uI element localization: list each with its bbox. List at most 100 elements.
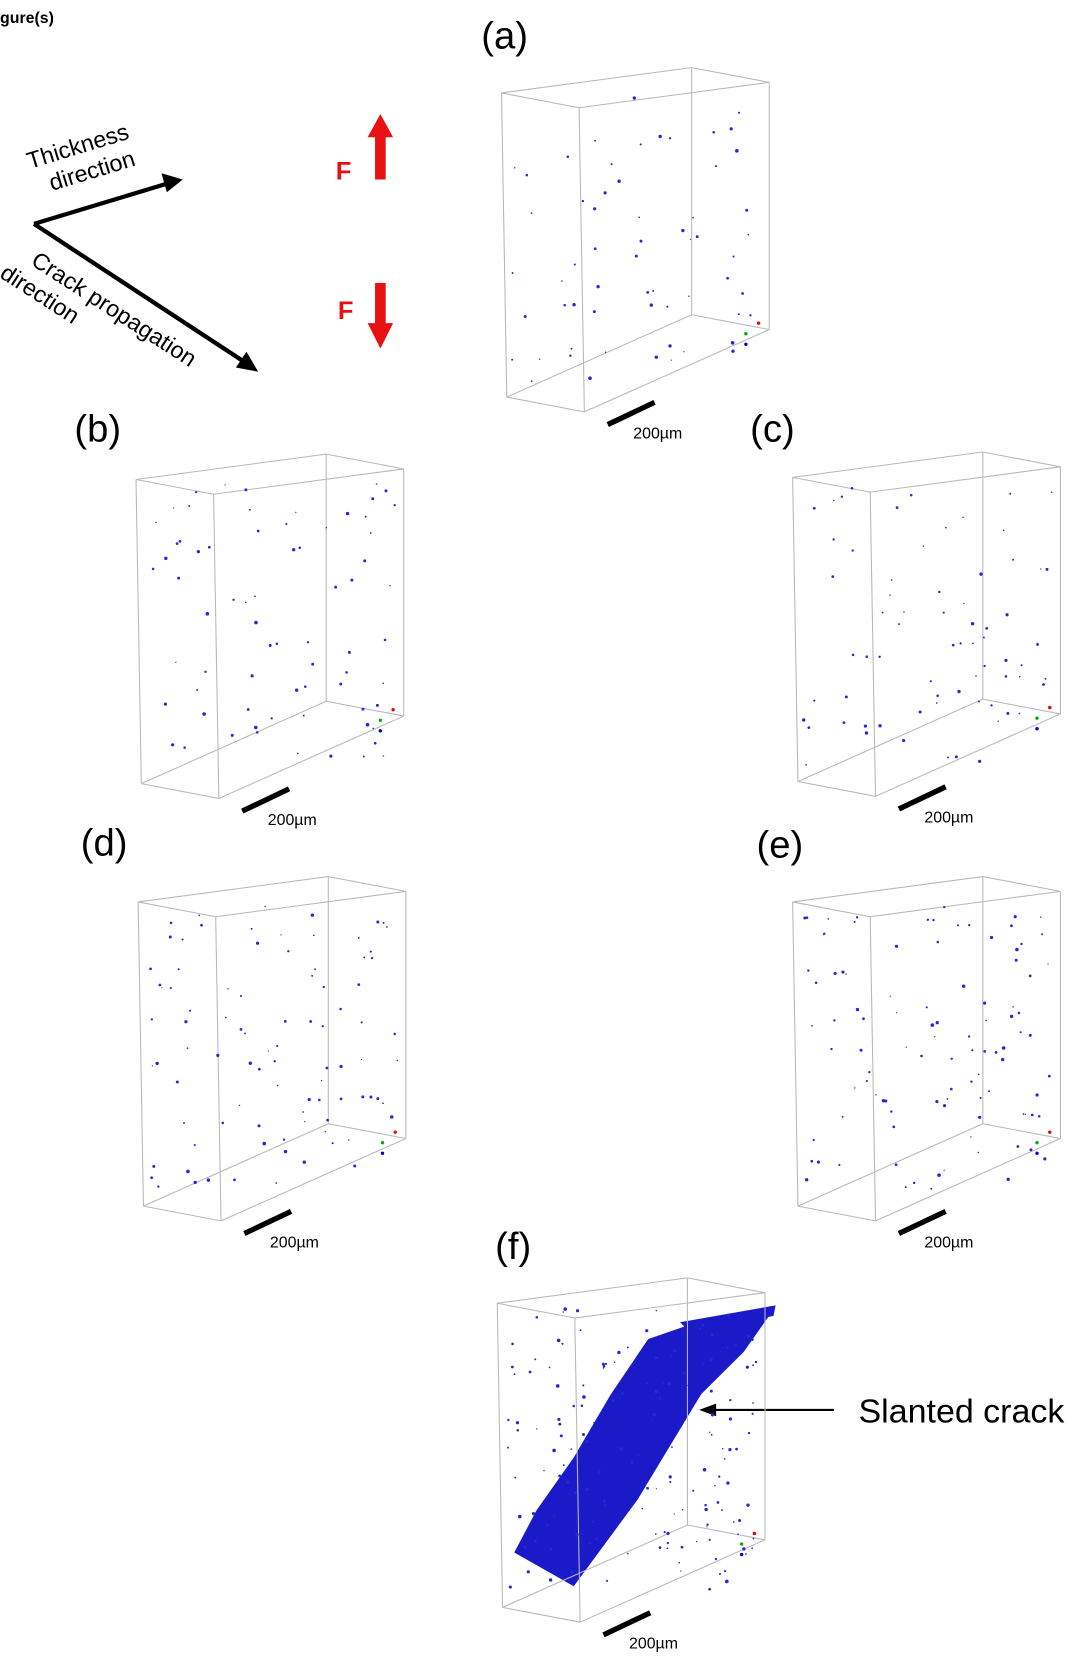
pore [723,1458,726,1460]
pore [615,1524,618,1527]
pore [855,1007,860,1012]
pore [594,139,597,142]
pore [369,950,372,953]
pore [206,1178,211,1182]
pore [667,1381,671,1386]
force-arrow-up [367,114,394,180]
pore [534,1358,537,1361]
pore [1001,1046,1006,1050]
pore [588,376,592,380]
pore [989,935,994,940]
pore [517,1514,522,1519]
pore [813,699,816,702]
pore [369,1095,373,1099]
pore [905,1046,907,1048]
pore [985,1019,987,1022]
pore [881,1099,886,1103]
pore [833,1019,836,1022]
pore [285,522,288,526]
pore [704,1507,708,1512]
pore [561,280,563,282]
pore [812,506,816,510]
pore [670,359,672,361]
pore [322,985,325,989]
pore [855,916,859,919]
pore [654,1389,659,1394]
pore [983,664,986,668]
pore [347,650,351,654]
pore [654,355,659,359]
pore [383,638,387,642]
pore [570,347,573,350]
axis-dot [380,1151,385,1155]
pore [515,1421,520,1425]
pore [1022,1113,1025,1115]
pore [850,486,854,490]
pore [937,1173,941,1177]
pore [570,1448,573,1450]
pore [510,1365,514,1369]
pore [930,1023,935,1027]
pore [678,1561,680,1564]
pore [732,255,735,258]
pore [957,689,961,694]
panel-label: (b) [74,408,121,451]
pore [303,685,307,688]
pore [178,539,182,543]
pore [637,1453,640,1456]
pore [728,1448,732,1452]
pore [592,310,596,314]
pore [310,913,315,917]
figure-header: gure(s) [0,10,54,27]
pore [890,579,893,581]
pore [1045,567,1049,571]
pore [283,1149,288,1154]
pore [603,191,607,195]
pore [508,1585,512,1589]
pore [962,516,964,519]
pore [1010,924,1013,928]
pore [255,731,259,734]
pore [833,499,835,502]
axis-dot [756,321,761,325]
pore [1019,1031,1022,1034]
pore [390,1115,394,1119]
pore [558,1474,561,1478]
pore [227,988,229,990]
pore [1036,643,1039,646]
pore [302,1160,306,1164]
scale-label: 200µm [924,810,973,827]
pore [832,538,835,541]
pore [562,1311,564,1313]
pore [718,1475,721,1478]
pore [556,1338,561,1343]
pore [357,983,361,986]
box-edge [578,107,585,412]
pore [559,1434,563,1438]
arrowhead [699,1403,717,1417]
box-edge [328,876,406,892]
pore [712,130,715,134]
pore [649,303,654,307]
pore [1004,658,1008,662]
pore [244,1032,246,1035]
pore [745,1553,747,1555]
pore [613,1361,616,1364]
box-edge [797,1123,984,1207]
pore [339,1007,342,1011]
pore [975,675,977,677]
pore [535,1316,539,1319]
pore [245,601,247,604]
pore [698,1327,702,1331]
pore [362,755,365,758]
pore [204,670,207,673]
pore [568,1493,571,1496]
axis-dot [739,1552,744,1557]
crack-surface [514,1309,774,1587]
pore [954,755,958,759]
pore [168,935,172,939]
pore [326,1118,329,1122]
pore [747,1431,751,1435]
pore [257,1124,261,1128]
pore [750,1338,754,1341]
